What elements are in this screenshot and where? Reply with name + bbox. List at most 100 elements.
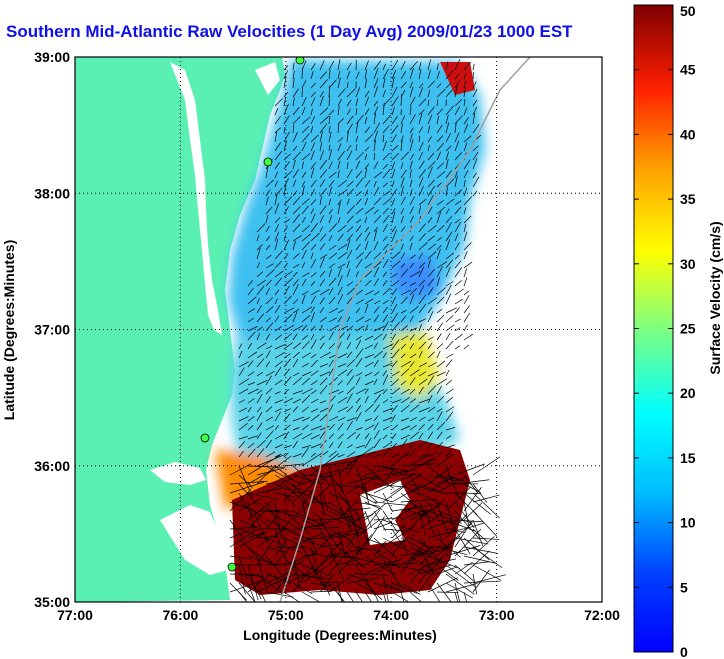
velocity-arrow <box>463 117 469 125</box>
velocity-arrow <box>463 159 471 170</box>
velocity-arrow <box>319 107 329 116</box>
velocity-arrow <box>301 432 313 440</box>
velocity-arrow <box>382 510 398 533</box>
velocity-arrow <box>382 448 390 458</box>
velocity-arrow <box>463 324 468 332</box>
velocity-arrow <box>274 162 280 170</box>
velocity-arrow <box>310 199 317 206</box>
velocity-arrow <box>427 59 432 71</box>
velocity-arrow <box>355 160 360 170</box>
x-axis-label: Longitude (Degrees:Minutes) <box>243 627 437 643</box>
velocity-arrow <box>319 279 325 287</box>
velocity-arrow <box>454 254 460 260</box>
velocity-arrow <box>355 325 365 332</box>
velocity-arrow <box>373 517 402 521</box>
velocity-arrow <box>436 408 443 413</box>
colorbar-tick-label: 45 <box>680 62 696 78</box>
velocity-arrow <box>310 213 316 224</box>
velocity-arrow <box>274 203 280 215</box>
velocity-arrow <box>283 478 305 503</box>
velocity-arrow <box>427 235 435 242</box>
velocity-arrow <box>292 406 299 413</box>
velocity-arrow <box>382 140 388 152</box>
velocity-arrow <box>427 385 437 395</box>
velocity-arrow <box>310 232 320 242</box>
velocity-arrow <box>418 423 425 431</box>
velocity-arrow <box>400 404 410 413</box>
velocity-arrow <box>373 560 399 566</box>
velocity-arrow <box>319 297 325 305</box>
velocity-arrow <box>382 407 394 413</box>
velocity-arrow <box>409 431 420 440</box>
velocity-arrow <box>265 244 271 251</box>
velocity-arrow <box>310 443 322 449</box>
velocity-arrow <box>274 379 283 386</box>
velocity-arrow <box>355 307 361 314</box>
velocity-arrow <box>427 179 435 188</box>
velocity-arrow <box>436 566 457 575</box>
velocity-arrow <box>346 215 354 224</box>
velocity-arrow <box>454 152 463 161</box>
velocity-arrow <box>454 132 460 143</box>
velocity-arrow <box>328 572 358 593</box>
velocity-arrow <box>247 406 252 413</box>
velocity-arrow <box>364 290 374 296</box>
velocity-arrow <box>301 475 326 485</box>
velocity-arrow <box>355 348 364 359</box>
velocity-arrow <box>373 186 380 197</box>
velocity-arrow <box>409 196 415 206</box>
velocity-arrow <box>283 140 287 152</box>
velocity-arrow <box>445 70 454 80</box>
velocity-arrow <box>382 441 393 449</box>
velocity-arrow <box>238 367 245 377</box>
velocity-arrow <box>346 316 351 323</box>
velocity-arrow <box>364 216 368 224</box>
velocity-arrow <box>373 474 394 489</box>
velocity-arrow <box>301 205 309 215</box>
velocity-arrow <box>427 225 437 233</box>
velocity-arrow <box>382 259 389 269</box>
y-tick-labels: 39:00 38:00 37:00 36:00 35:00 <box>34 49 70 610</box>
velocity-arrow <box>346 130 349 143</box>
velocity-arrow <box>301 198 310 206</box>
velocity-arrow <box>337 202 341 215</box>
velocity-arrow <box>310 252 314 260</box>
velocity-arrow <box>301 352 311 359</box>
velocity-arrow <box>346 115 354 125</box>
velocity-arrow <box>310 434 320 440</box>
velocity-arrow <box>445 583 478 593</box>
velocity-arrow <box>310 63 316 71</box>
velocity-arrow <box>301 107 306 116</box>
velocity-arrow <box>265 375 272 386</box>
velocity-arrow <box>409 404 420 413</box>
velocity-arrow <box>427 406 436 413</box>
velocity-arrow <box>337 369 348 377</box>
velocity-arrow <box>265 269 275 278</box>
velocity-arrow <box>337 433 344 440</box>
velocity-arrow <box>373 161 379 170</box>
velocity-arrow <box>445 411 454 422</box>
velocity-arrow <box>472 151 479 161</box>
velocity-arrow <box>364 303 369 314</box>
velocity-arrow <box>400 438 408 449</box>
velocity-arrow <box>418 233 426 242</box>
velocity-arrow <box>229 528 255 539</box>
velocity-arrow <box>427 417 435 422</box>
velocity-arrow <box>391 145 399 152</box>
velocity-arrow <box>391 528 405 550</box>
velocity-arrow <box>409 398 416 404</box>
velocity-arrow <box>247 398 255 404</box>
velocity-arrow <box>409 334 415 341</box>
velocity-arrow <box>373 261 382 269</box>
velocity-arrow <box>328 95 330 107</box>
velocity-arrow <box>247 573 272 593</box>
x-tick-label: 76:00 <box>162 607 198 623</box>
velocity-arrow <box>283 313 293 323</box>
velocity-arrow <box>238 399 245 404</box>
velocity-arrow <box>310 380 318 386</box>
velocity-arrow <box>373 100 379 107</box>
velocity-arrow <box>283 239 290 251</box>
velocity-arrow <box>274 492 295 498</box>
velocity-arrow <box>427 424 434 431</box>
velocity-arrow <box>373 501 407 506</box>
